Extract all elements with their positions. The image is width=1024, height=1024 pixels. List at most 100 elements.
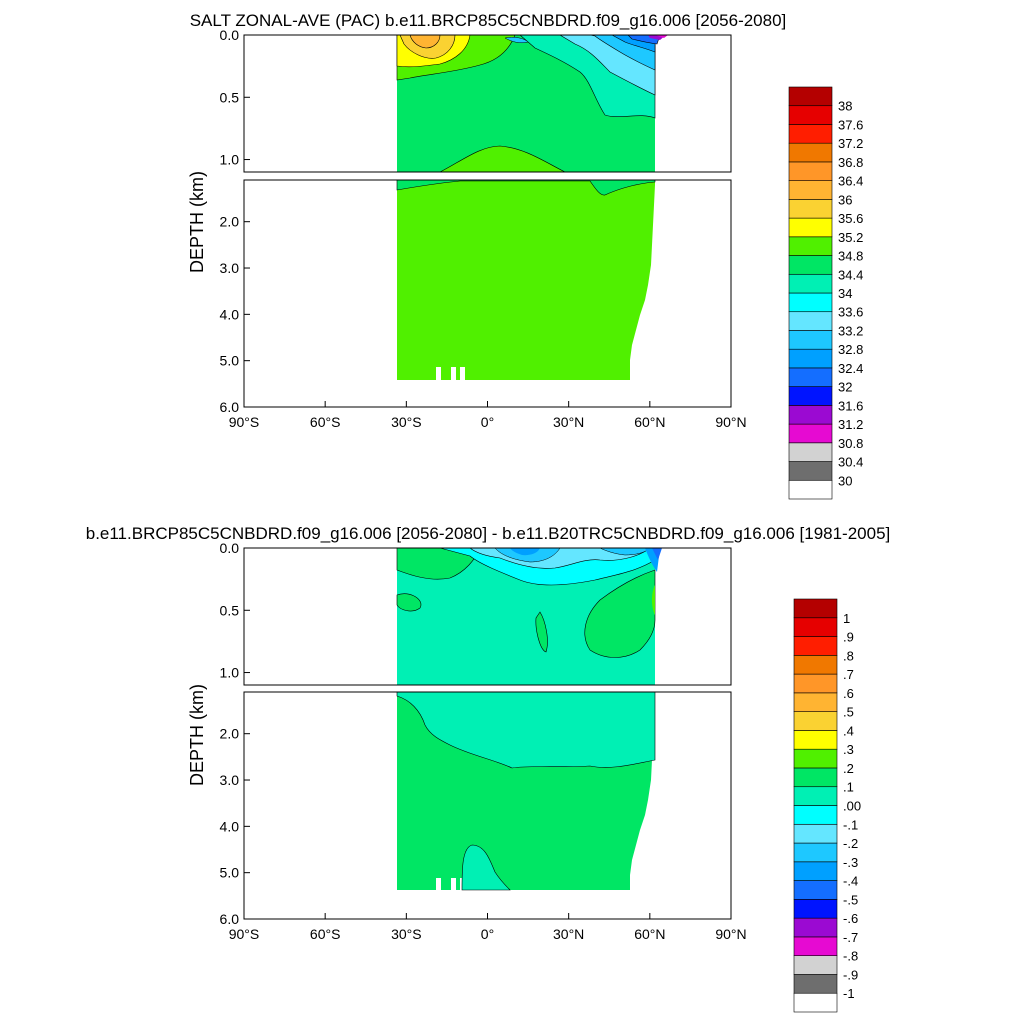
x-tick-label: 60°S	[310, 414, 341, 430]
colorbar-label: 30.4	[838, 455, 863, 470]
colorbar-swatch	[788, 479, 833, 500]
contour-bump	[439, 145, 566, 173]
colorbar-label: 33.2	[838, 323, 863, 338]
colorbar-label: .1	[843, 780, 854, 795]
colorbar-label: .4	[843, 723, 854, 738]
contour-minus0_4	[510, 548, 540, 556]
colorbar-swatch	[793, 992, 838, 1013]
colorbar-label: -.2	[843, 836, 858, 851]
colorbar-swatch	[788, 348, 833, 369]
panel-1-lower-plot	[243, 179, 732, 408]
colorbar-swatch	[788, 105, 833, 125]
colorbar-label: -.5	[843, 892, 858, 907]
colorbar-swatch	[788, 217, 833, 238]
colorbar-swatch	[788, 386, 833, 406]
colorbar-swatch	[793, 899, 838, 919]
colorbar-swatch	[793, 936, 838, 956]
contour-0_00-small	[396, 593, 422, 612]
panel-1-axes: 90°S 60°S 30°S 0° 30°N 60°N 90°N 0.0 0.5 1.0 2.0 3.…	[220, 27, 747, 430]
contour-0_00-lens	[535, 611, 548, 653]
y-tick-label: 6.0	[220, 399, 240, 415]
x-tick-label: 90°N	[715, 414, 746, 430]
colorbar-label: 31.2	[838, 417, 863, 432]
colorbar-swatch	[793, 786, 838, 806]
x-tick-label: 90°N	[715, 926, 746, 942]
colorbar-swatch	[793, 880, 838, 900]
colorbar-label: 32	[838, 380, 852, 395]
colorbar-swatch	[793, 748, 838, 769]
contour-minus0_1-intermediate	[396, 691, 656, 769]
colorbar-label: 34	[838, 286, 852, 301]
x-tick-label: 0°	[481, 414, 494, 430]
colorbar-swatch	[788, 330, 833, 350]
colorbar-swatch	[793, 974, 838, 994]
colorbar-swatch	[788, 292, 833, 313]
x-tick-label: 30°N	[553, 414, 584, 430]
colorbar-label: .2	[843, 761, 854, 776]
colorbar-label: 31.6	[838, 398, 863, 413]
colorbar-swatch	[788, 142, 833, 163]
x-tick-label: 30°S	[391, 926, 422, 942]
panel-salinity: SALT ZONAL-AVE (PAC) b.e11.BRCP85C5CNBDR…	[187, 11, 863, 500]
colorbar-swatch	[793, 917, 838, 938]
colorbar-label: 1	[843, 611, 850, 626]
colorbar-label: 33.6	[838, 305, 863, 320]
colorbar-swatch	[793, 805, 838, 825]
panel-1-ylabel: DEPTH (km)	[187, 171, 207, 273]
colorbar-swatch	[793, 617, 838, 637]
colorbar-swatch	[788, 405, 833, 425]
contour-36	[409, 34, 441, 49]
y-tick-label: 0.0	[220, 27, 240, 43]
colorbar-label: -.8	[843, 949, 858, 964]
colorbar-swatch	[793, 673, 838, 694]
y-tick-label: 1.0	[220, 152, 240, 168]
colorbar-label: 30.8	[838, 436, 863, 451]
x-tick-label: 30°S	[391, 414, 422, 430]
contour-31_2	[655, 35, 668, 38]
x-tick-label: 0°	[481, 926, 494, 942]
colorbar-label: .3	[843, 742, 854, 757]
colorbar-label: -.7	[843, 930, 858, 945]
panel-2-colorbar: 1 .9 .8 .7 .6 .5 .4 .3 .2 .1 .00 -.1 -.2 -.3 -.4 -.5 -.6…	[793, 598, 861, 1013]
panel-2-title: b.e11.BRCP85C5CNBDRD.f09_g16.006 [2056-2…	[86, 524, 891, 543]
colorbar-label: 34.8	[838, 249, 863, 264]
colorbar-label: 32.8	[838, 342, 863, 357]
y-tick-label: 3.0	[220, 260, 240, 276]
contour-minus0_1-abyssal	[461, 844, 511, 891]
y-tick-label: 1.0	[220, 665, 240, 681]
colorbar-label: -.6	[843, 911, 858, 926]
plot-frame	[243, 34, 732, 173]
colorbar-swatch	[793, 861, 838, 881]
colorbar-swatch	[788, 461, 833, 481]
panel-2-axes: 90°S 60°S 30°S 0° 30°N 60°N 90°N 0.0 0.5 1.0 2.0 3.…	[220, 540, 747, 942]
contour-small-cell	[504, 36, 529, 44]
colorbar-label: -.1	[843, 817, 858, 832]
colorbar-label: 35.2	[838, 230, 863, 245]
x-tick-label: 90°S	[229, 926, 260, 942]
contour-0_1-north	[651, 585, 655, 615]
colorbar-label: 37.2	[838, 136, 863, 151]
field-34_4-34_8-deep	[397, 180, 655, 380]
colorbar-label: 36.4	[838, 174, 863, 189]
contour-0_00-north	[584, 569, 656, 658]
colorbar-swatch	[793, 655, 838, 675]
colorbar-swatch	[793, 636, 838, 656]
y-tick-label: 5.0	[220, 865, 240, 881]
colorbar-label: 32.4	[838, 361, 863, 376]
colorbar-swatch	[793, 692, 838, 712]
colorbar-swatch	[788, 86, 833, 107]
colorbar-label: .6	[843, 686, 854, 701]
panel-2-lower-plot	[243, 691, 732, 920]
x-tick-label: 90°S	[229, 414, 260, 430]
colorbar-swatch	[793, 598, 838, 619]
colorbar-swatch	[793, 842, 838, 863]
colorbar-label: .7	[843, 667, 854, 682]
colorbar-label: -.3	[843, 855, 858, 870]
colorbar-label: 38	[838, 99, 852, 114]
x-tick-label: 60°S	[310, 926, 341, 942]
colorbar-swatch	[788, 236, 833, 256]
colorbar-swatch	[788, 442, 833, 462]
y-tick-label: 0.5	[220, 89, 240, 105]
colorbar-label: 36	[838, 192, 852, 207]
